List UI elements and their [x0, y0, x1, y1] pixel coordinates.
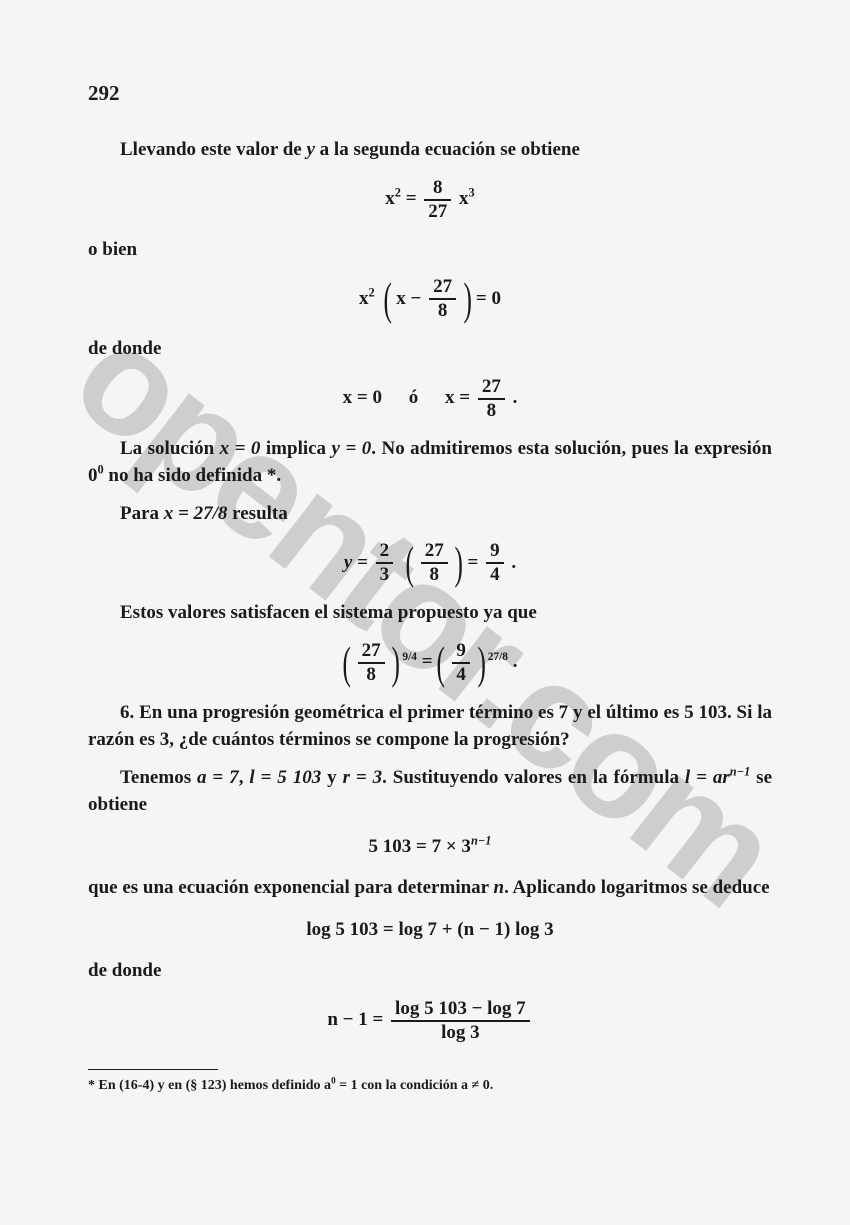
equation-2: x2 ( x − 278 ) = 0 — [88, 277, 772, 321]
sup: n−1 — [730, 764, 751, 778]
text: La solución — [120, 438, 220, 459]
numerator: 8 — [424, 178, 451, 201]
paragraph-1: Llevando este valor de y a la segunda ec… — [88, 136, 772, 164]
footnote: * En (16-4) y en (§ 123) hemos definido … — [88, 1076, 772, 1096]
fraction: 23 — [376, 541, 394, 585]
tail: = 0 — [476, 288, 501, 309]
or: ó — [409, 387, 419, 408]
text: a la segunda ecuación se obtiene — [315, 139, 580, 160]
footnote-rule — [88, 1069, 218, 1070]
text: Tenemos — [120, 767, 197, 788]
eq: r = 3 — [343, 767, 383, 788]
paragraph-3: de donde — [88, 335, 772, 363]
text: . Sustituyendo valores en la fórmula — [382, 767, 685, 788]
denominator: 4 — [452, 664, 470, 685]
numerator: 27 — [358, 641, 385, 664]
eq-exp: 3 — [469, 186, 475, 200]
denominator: log 3 — [391, 1022, 530, 1043]
paragraph-4: La solución x = 0 implica y = 0. No admi… — [88, 435, 772, 490]
numerator: 27 — [421, 541, 448, 564]
y-eq: y = — [344, 552, 373, 573]
text: que es una ecuación exponencial para det… — [88, 877, 494, 898]
denominator: 8 — [478, 400, 505, 421]
equation-1: x2 = 827 x3 — [88, 178, 772, 222]
eq: l = 5 103 — [249, 767, 321, 788]
text: Llevando este valor de — [120, 139, 306, 160]
footnote-text: = 1 con la condición a ≠ 0. — [336, 1078, 494, 1093]
text: Para — [120, 503, 164, 524]
text: En una progresión geométrica el primer t… — [88, 702, 772, 751]
paragraph-9: que es una ecuación exponencial para det… — [88, 874, 772, 902]
text: implica — [260, 438, 331, 459]
numerator: 27 — [478, 377, 505, 400]
page-number: 292 — [88, 78, 772, 108]
fraction: 94 — [452, 641, 470, 685]
fraction: log 5 103 − log 7 log 3 — [391, 999, 530, 1043]
paragraph-5: Para x = 27/8 resulta — [88, 500, 772, 528]
x-eq-0: x = 0 — [343, 387, 382, 408]
fraction: 278 — [421, 541, 448, 585]
numerator: 9 — [452, 641, 470, 664]
lhs: n − 1 = — [327, 1009, 388, 1030]
equation-8: n − 1 = log 5 103 − log 7 log 3 — [88, 999, 772, 1043]
text: , — [239, 767, 250, 788]
fraction: 827 — [424, 178, 451, 222]
footnote-text: * En (16-4) y en (§ 123) hemos definido … — [88, 1078, 331, 1093]
eq: x = 0 — [220, 438, 261, 459]
fraction: 278 — [358, 641, 385, 685]
eq: a = 7 — [197, 767, 239, 788]
equation-6: 5 103 = 7 × 3n−1 — [88, 833, 772, 861]
var-y: y — [306, 139, 314, 160]
eq-rhs: x — [459, 188, 469, 209]
eq-lhs: x — [385, 188, 395, 209]
paragraph-8: Tenemos a = 7, l = 5 103 y r = 3. Sustit… — [88, 764, 772, 819]
equation-3: x = 0 ó x = 278 . — [88, 377, 772, 421]
fraction: 278 — [478, 377, 505, 421]
denominator: 8 — [421, 564, 448, 585]
eq: x = 27/8 — [164, 503, 228, 524]
text: no ha sido definida *. — [104, 465, 281, 486]
text: resulta — [227, 503, 287, 524]
denominator: 27 — [424, 201, 451, 222]
equation-7: log 5 103 = log 7 + (n − 1) log 3 — [88, 916, 772, 944]
exp: 2 — [369, 285, 375, 299]
inner: x − — [396, 288, 426, 309]
numerator: 27 — [429, 277, 456, 300]
eq: 5 103 = 7 × 3 — [369, 836, 471, 857]
exp: 9/4 — [402, 651, 417, 663]
page-content: 292 Llevando este valor de y a la segund… — [0, 0, 850, 1146]
denominator: 3 — [376, 564, 394, 585]
numerator: 9 — [486, 541, 504, 564]
exp: 27/8 — [488, 651, 508, 663]
problem-number: 6. — [120, 702, 134, 723]
sup: n−1 — [471, 834, 492, 848]
numerator: log 5 103 − log 7 — [391, 999, 530, 1022]
denominator: 8 — [358, 664, 385, 685]
text: . Aplicando logaritmos se deduce — [504, 877, 769, 898]
paragraph-7: 6. En una progresión geométrica el prime… — [88, 699, 772, 754]
paragraph-10: de donde — [88, 957, 772, 985]
eq: l = ar — [685, 767, 730, 788]
denominator: 8 — [429, 300, 456, 321]
eq: = — [468, 552, 484, 573]
eq: = — [422, 651, 438, 672]
eq-text: log 5 103 = log 7 + (n − 1) log 3 — [306, 919, 553, 940]
var-n: n — [494, 877, 505, 898]
paragraph-6: Estos valores satisfacen el sistema prop… — [88, 599, 772, 627]
fraction: 94 — [486, 541, 504, 585]
equation-4: y = 23 ( 278 ) = 94 . — [88, 541, 772, 585]
eq: y = 0 — [332, 438, 372, 459]
text: y — [321, 767, 342, 788]
dot: . — [511, 552, 516, 573]
equation-5: ( 278 ) 9/4 = ( 94 ) 27/8 . — [88, 641, 772, 685]
x: x — [359, 288, 369, 309]
denominator: 4 — [486, 564, 504, 585]
x-eq: x = — [445, 387, 475, 408]
paragraph-2: o bien — [88, 236, 772, 264]
eq-eq: = — [401, 188, 421, 209]
dot: . — [513, 387, 518, 408]
numerator: 2 — [376, 541, 394, 564]
fraction: 278 — [429, 277, 456, 321]
dot: . — [513, 651, 518, 672]
